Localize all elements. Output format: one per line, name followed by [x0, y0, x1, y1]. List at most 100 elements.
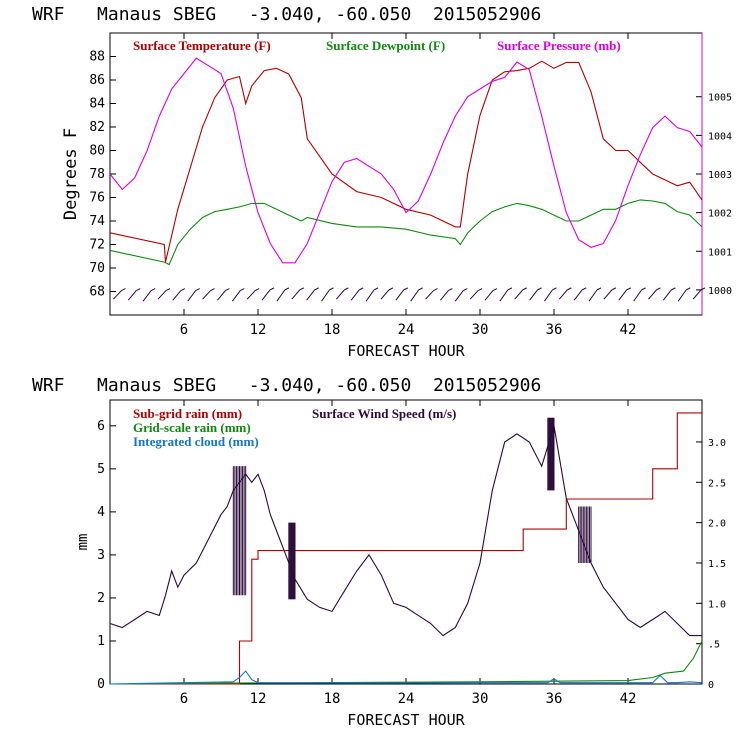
legend-temperature: Surface Temperature (F): [133, 38, 271, 53]
wind-barb: [261, 289, 271, 301]
wind-barb-flag: [611, 287, 617, 291]
x-tick-label: 6: [180, 691, 188, 707]
wind-barb-flag: [641, 287, 646, 291]
x-tick-label: 18: [324, 322, 341, 338]
wind-barb: [395, 289, 405, 301]
wind-barb-flag: [418, 287, 423, 291]
x-tick-label: 30: [472, 322, 489, 338]
y2-tick-label: 1002: [708, 209, 732, 220]
wind-barb-flag: [150, 288, 156, 291]
wind-barb: [350, 289, 360, 301]
wind-barb-flag: [254, 288, 260, 291]
wind-barb: [113, 290, 122, 300]
wind-barb-flag: [567, 287, 572, 291]
wind-barb-flag: [195, 288, 200, 291]
wind-barb: [440, 290, 449, 301]
wind-barb: [677, 289, 687, 302]
y-tick-label: 84: [89, 97, 105, 112]
wind-barb: [633, 289, 643, 302]
y2-tick-label: 1003: [708, 170, 732, 181]
legend-gridscale-rain: Grid-scale rain (mm): [133, 420, 251, 435]
wind-barb: [202, 290, 211, 300]
wind-barb-flag: [700, 287, 706, 291]
panel2-y-ticks: 0 1 2 3 4 5 6: [97, 419, 116, 692]
panel1-y-label: Degrees F: [61, 128, 81, 220]
wind-barb-flag: [314, 287, 319, 291]
panel2-title: WRF Manaus SBEG -3.040, -60.050 20150529…: [32, 375, 541, 396]
wind-barb-flag: [463, 288, 468, 291]
y2-tick-label: 2.0: [708, 519, 726, 530]
wind-barb: [544, 289, 553, 302]
wind-barb: [172, 290, 182, 301]
series-line-3: [109, 425, 702, 637]
y-tick-label: 80: [89, 144, 105, 159]
wind-barb: [365, 289, 375, 302]
x-tick-label: 36: [546, 691, 563, 707]
y2-tick-label: 1005: [708, 93, 732, 104]
series-line-2: [109, 670, 703, 685]
wind-barb-flag: [299, 287, 304, 291]
wind-barb: [469, 290, 479, 300]
wind-barb: [588, 289, 598, 302]
wind-barb: [573, 289, 583, 301]
y-tick-label: 0: [97, 677, 105, 692]
y2-tick-label: .5: [708, 640, 720, 651]
wind-barb: [692, 289, 702, 300]
wind-barb: [157, 290, 167, 300]
y-tick-label: 68: [89, 285, 105, 300]
wind-barb-flag: [373, 287, 379, 291]
panel1-lines: [109, 57, 703, 266]
wind-barb: [410, 289, 420, 302]
wind-barb-flag: [225, 288, 230, 291]
wind-barb-flag: [685, 287, 691, 291]
series-line-2: [109, 57, 703, 264]
wind-barb-flag: [284, 287, 290, 291]
wind-barb: [291, 289, 301, 300]
x-tick-label: 42: [620, 322, 637, 338]
wind-barb-flag: [477, 288, 483, 291]
wind-barb: [380, 289, 390, 300]
y-tick-label: 74: [89, 214, 105, 229]
y-tick-label: 86: [89, 73, 105, 88]
y-tick-label: 2: [97, 591, 105, 606]
y-tick-label: 82: [89, 120, 105, 135]
wind-barb: [499, 289, 509, 302]
wind-barb: [514, 289, 524, 300]
y-tick-label: 6: [97, 419, 105, 434]
wind-barb-flag: [537, 287, 542, 291]
y-tick-label: 3: [97, 548, 105, 563]
wind-barb-flag: [552, 287, 557, 291]
legend-pressure: Surface Pressure (mb): [497, 38, 621, 53]
series-line-1: [109, 199, 703, 266]
wind-barb: [335, 289, 345, 300]
wind-barb: [558, 289, 568, 300]
wind-barb: [454, 290, 464, 302]
x-tick-label: 24: [398, 322, 415, 338]
x-tick-label: 24: [398, 691, 415, 707]
legend-dewpoint: Surface Dewpoint (F): [326, 38, 445, 53]
wind-barb-flag: [492, 288, 498, 291]
wind-barb: [321, 289, 330, 302]
y-tick-label: 4: [97, 505, 105, 520]
y2-tick-label: 0: [708, 680, 714, 691]
wind-barb-flag: [165, 288, 171, 291]
y-tick-label: 88: [89, 50, 105, 65]
wind-barb-flag: [269, 287, 275, 291]
wind-barb-flag: [656, 287, 661, 291]
wind-barb-flag: [626, 287, 631, 291]
wind-barb: [127, 290, 137, 301]
legend-subgrid-rain: Sub-grid rain (mm): [133, 406, 242, 421]
panel1-frame: [109, 32, 703, 316]
y-tick-label: 5: [97, 462, 105, 477]
y-tick-label: 1: [97, 634, 105, 649]
x-tick-label: 12: [250, 322, 267, 338]
wind-barb: [306, 289, 316, 301]
wind-barb: [142, 290, 152, 302]
x-tick-label: 6: [180, 322, 188, 338]
wind-barb-flag: [136, 288, 141, 291]
legend-wind-speed: Surface Wind Speed (m/s): [312, 406, 456, 421]
series-line-0: [110, 412, 702, 685]
x-tick-label: 18: [324, 691, 341, 707]
y2-tick-label: 3.0: [708, 438, 726, 449]
